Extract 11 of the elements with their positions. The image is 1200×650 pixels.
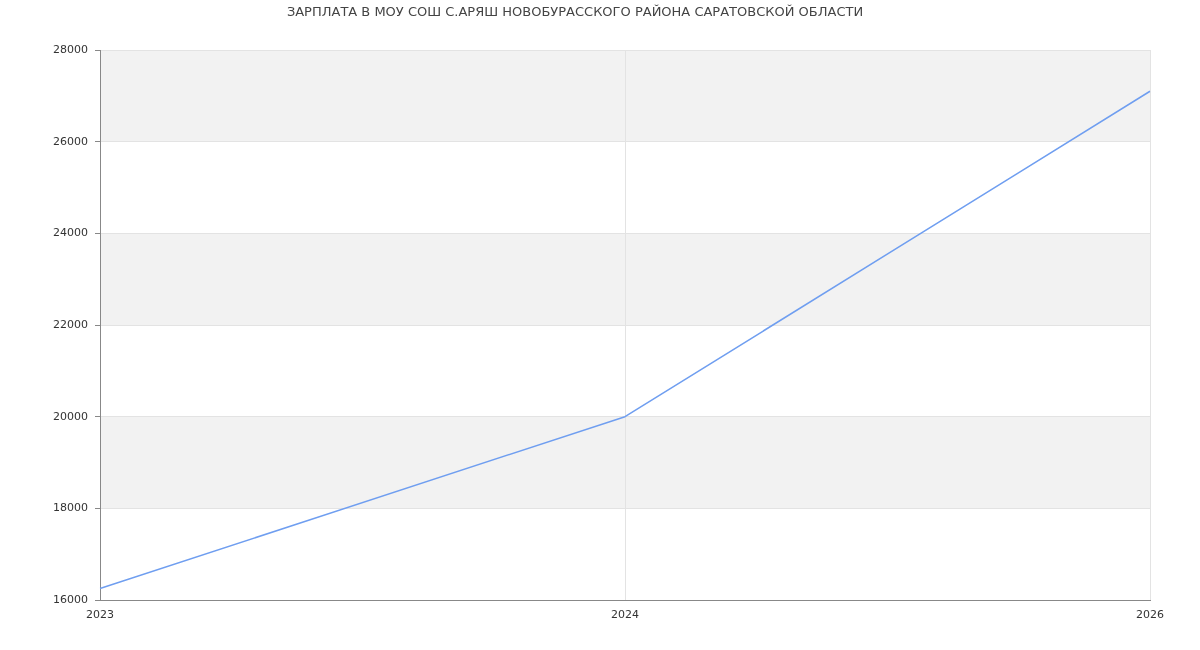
y-tick-label: 18000 xyxy=(53,501,88,515)
y-tick-label: 24000 xyxy=(53,226,88,240)
y-tick-label: 28000 xyxy=(53,42,88,56)
x-tick-label: 2024 xyxy=(611,608,639,622)
y-tick-label: 26000 xyxy=(53,134,88,148)
y-tick-label: 20000 xyxy=(53,409,88,423)
y-tick-label: 22000 xyxy=(53,317,88,331)
x-tick-label: 2023 xyxy=(86,608,114,622)
chart-title: ЗАРПЛАТА В МОУ СОШ С.АРЯШ НОВОБУРАССКОГО РАЙОНА САРАТОВСКОЙ ОБЛАСТИ xyxy=(286,4,864,20)
x-tick-label: 2026 xyxy=(1136,608,1164,622)
y-tick-label: 16000 xyxy=(53,592,88,606)
